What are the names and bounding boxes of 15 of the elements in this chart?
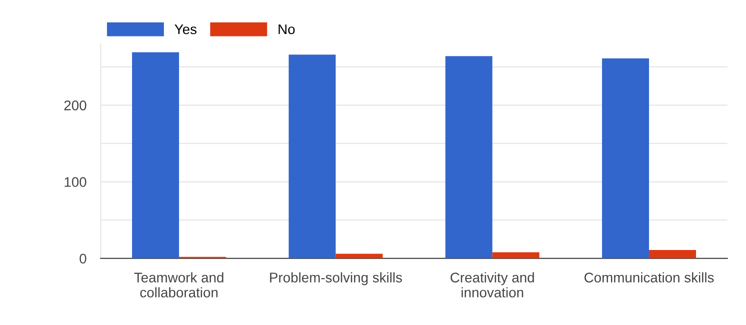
bar	[288, 54, 336, 258]
bar	[602, 58, 650, 258]
y-tick-label: 100	[64, 177, 86, 187]
x-tick-label: Communication skills	[584, 272, 714, 282]
legend-label: Yes	[174, 24, 196, 34]
bar	[445, 56, 492, 258]
x-tick-label: Problem-solving skills	[270, 272, 402, 286]
bar	[132, 52, 180, 258]
x-tick-label: Creativity and innovation	[450, 272, 534, 298]
legend-label: No	[278, 24, 295, 34]
y-tick-label: 0	[80, 254, 86, 264]
x-tick-label: Teamwork and collaboration	[134, 272, 224, 298]
bar	[492, 252, 540, 258]
y-tick-label: 200	[64, 100, 86, 110]
bar	[649, 250, 696, 258]
